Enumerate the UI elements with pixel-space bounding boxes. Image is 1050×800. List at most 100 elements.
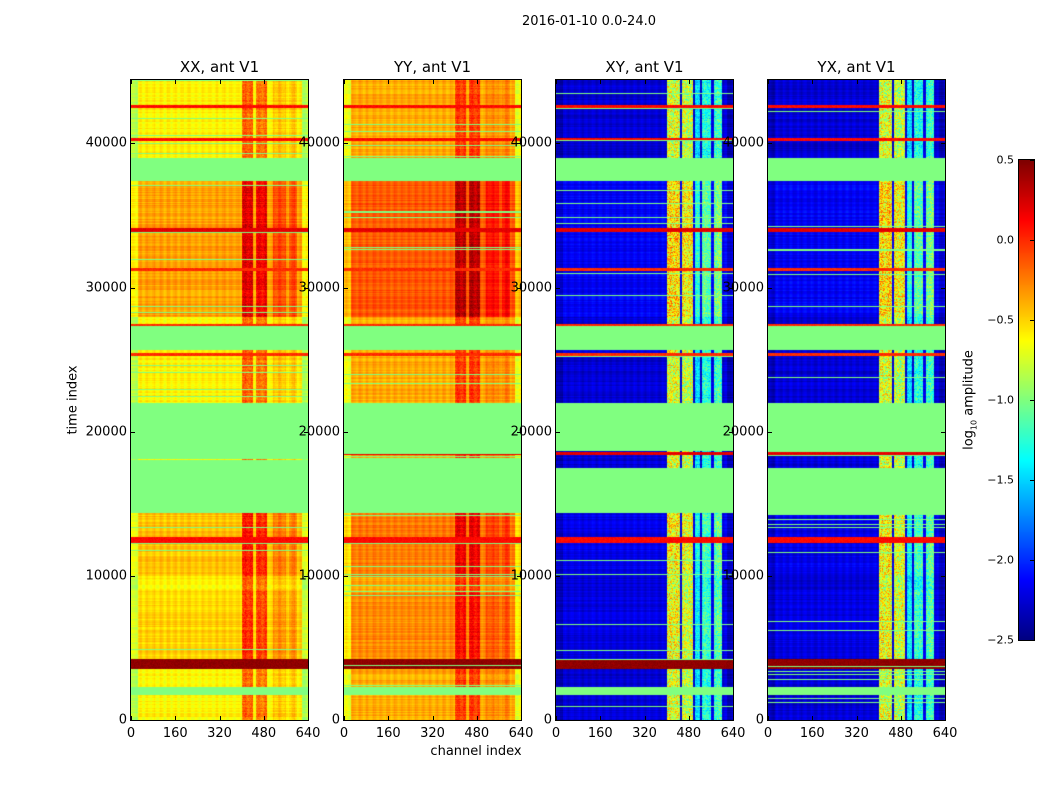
y-tick-mark — [517, 143, 521, 145]
colorbar-label: log10 amplitude — [961, 350, 979, 450]
colorbar-tick-mark — [1030, 480, 1034, 481]
x-tick-mark — [688, 716, 690, 720]
x-tick-mark — [308, 716, 309, 720]
y-tick-mark — [131, 431, 135, 433]
x-tick-mark — [308, 80, 309, 84]
y-tick-mark — [304, 431, 308, 433]
x-tick-mark — [219, 716, 221, 720]
colorbar-tick-mark — [1030, 640, 1034, 641]
y-tick-label: 20000 — [510, 424, 552, 440]
x-tick-mark — [856, 80, 858, 84]
y-tick-label: 20000 — [298, 424, 340, 440]
y-tick-label: 30000 — [722, 280, 764, 296]
x-tick-label: 480 — [676, 726, 702, 741]
x-tick-mark — [900, 80, 902, 84]
x-tick-label: 320 — [844, 726, 869, 741]
y-tick-mark — [941, 575, 945, 577]
y-tick-label: 20000 — [85, 424, 127, 440]
y-tick-mark — [768, 431, 772, 433]
x-tick-mark — [733, 80, 734, 84]
x-tick-label: 640 — [508, 726, 534, 741]
y-tick-mark — [556, 575, 560, 577]
y-tick-mark — [517, 287, 521, 289]
panel-title: XX, ant V1 — [179, 58, 260, 76]
x-tick-mark — [768, 80, 769, 84]
y-tick-mark — [941, 143, 945, 145]
y-tick-mark — [729, 720, 733, 721]
y-tick-label: 10000 — [298, 568, 340, 584]
y-tick-mark — [768, 720, 772, 721]
y-tick-mark — [556, 143, 560, 145]
y-tick-mark — [131, 575, 135, 577]
x-tick-mark — [945, 80, 946, 84]
y-tick-mark — [344, 720, 348, 721]
x-tick-mark — [556, 716, 557, 720]
figure-title: 2016-01-10 0.0-24.0 — [522, 14, 656, 29]
y-tick-label: 20000 — [722, 424, 764, 440]
y-tick-label: 30000 — [510, 280, 552, 296]
y-tick-mark — [304, 143, 308, 145]
x-tick-mark — [432, 716, 434, 720]
y-tick-mark — [941, 287, 945, 289]
x-tick-mark — [644, 80, 646, 84]
x-tick-label: 0 — [551, 726, 561, 741]
x-tick-mark — [388, 716, 390, 720]
y-tick-label: 10000 — [722, 568, 764, 584]
x-tick-mark — [733, 716, 734, 720]
y-tick-mark — [517, 431, 521, 433]
x-tick-mark — [812, 716, 814, 720]
x-tick-label: 320 — [207, 726, 232, 741]
x-tick-mark — [388, 80, 390, 84]
x-tick-mark — [900, 716, 902, 720]
x-tick-mark — [432, 80, 434, 84]
y-tick-mark — [768, 143, 772, 145]
x-tick-mark — [600, 80, 602, 84]
x-tick-mark — [131, 80, 132, 84]
colorbar-tick-label: −2.0 — [987, 553, 1014, 567]
y-tick-mark — [304, 575, 308, 577]
x-tick-mark — [131, 716, 132, 720]
x-tick-mark — [175, 80, 177, 84]
y-tick-label: 10000 — [85, 568, 127, 584]
x-tick-label: 480 — [251, 726, 277, 741]
x-tick-mark — [219, 80, 221, 84]
y-tick-mark — [768, 287, 772, 289]
x-tick-label: 640 — [295, 726, 321, 741]
y-tick-label: 0 — [543, 712, 552, 728]
y-tick-label: 10000 — [510, 568, 552, 584]
y-tick-mark — [131, 143, 135, 145]
x-tick-mark — [556, 80, 557, 84]
colorbar-tick-label: −0.5 — [987, 313, 1014, 327]
y-tick-label: 40000 — [722, 135, 764, 151]
x-tick-label: 480 — [888, 726, 914, 741]
x-tick-mark — [600, 716, 602, 720]
colorbar-tick-mark — [1030, 160, 1034, 161]
y-tick-label: 0 — [331, 712, 340, 728]
y-tick-mark — [768, 575, 772, 577]
x-tick-mark — [263, 80, 265, 84]
colorbar — [1018, 159, 1035, 641]
panel-title: XY, ant V1 — [605, 58, 684, 76]
x-tick-mark — [344, 716, 345, 720]
y-tick-mark — [304, 720, 308, 721]
y-tick-mark — [556, 720, 560, 721]
colorbar-tick-label: −1.5 — [987, 473, 1014, 487]
colorbar-tick-mark — [1030, 320, 1034, 321]
y-tick-mark — [344, 143, 348, 145]
x-tick-mark — [521, 80, 522, 84]
x-tick-label: 160 — [587, 726, 613, 741]
panel-title: YX, ant V1 — [817, 58, 896, 76]
x-tick-mark — [263, 716, 265, 720]
y-tick-mark — [729, 575, 733, 577]
x-tick-mark — [476, 716, 478, 720]
x-tick-label: 0 — [126, 726, 136, 741]
x-tick-mark — [175, 716, 177, 720]
x-tick-mark — [768, 716, 769, 720]
y-tick-mark — [729, 431, 733, 433]
x-tick-mark — [945, 716, 946, 720]
x-tick-label: 320 — [632, 726, 657, 741]
y-tick-label: 0 — [755, 712, 764, 728]
y-tick-mark — [729, 143, 733, 145]
colorbar-tick-label: −2.5 — [987, 633, 1014, 647]
x-tick-mark — [344, 80, 345, 84]
